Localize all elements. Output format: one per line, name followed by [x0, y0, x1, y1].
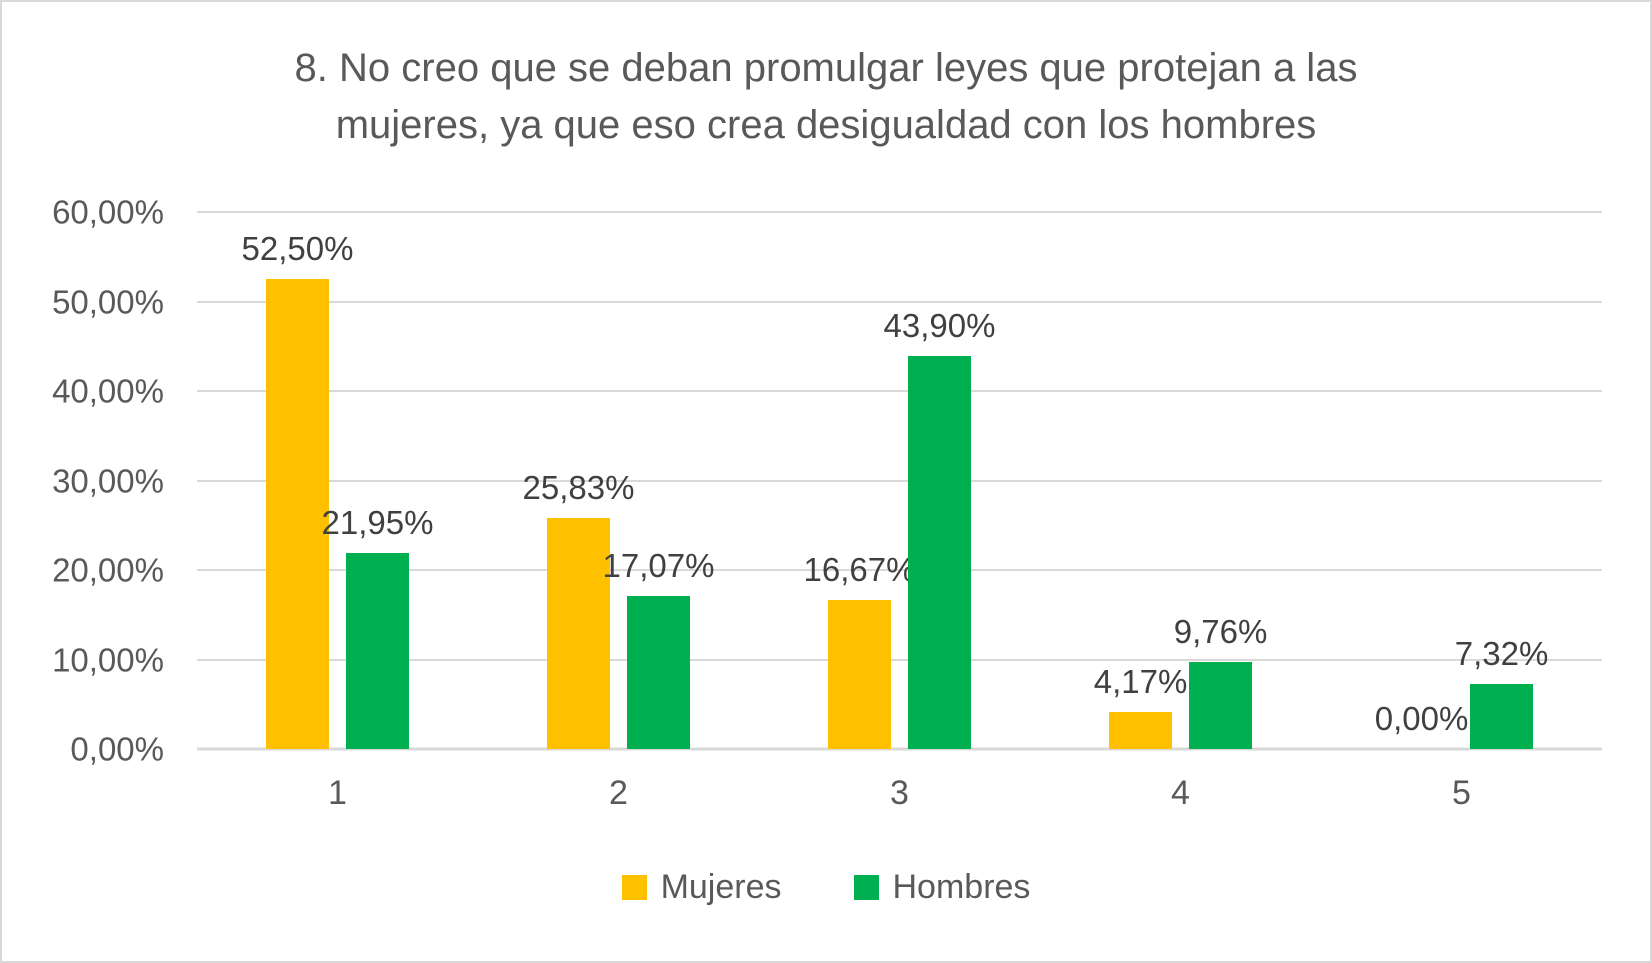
bar-wrap-hombres-2: 17,07% — [603, 212, 714, 749]
bar-value-label-hombres-2: 17,07% — [602, 547, 715, 585]
bar-value-label-hombres-1: 21,95% — [321, 503, 434, 541]
gridline-20 — [197, 569, 1602, 571]
bar-value-label-hombres-5: 7,32% — [1454, 634, 1549, 672]
legend-item-hombres: Hombres — [853, 868, 1031, 906]
y-tick-label: 0,00% — [70, 730, 164, 768]
plot-area: 52,50% 21,95% 25,83% 17,07% 16,67% 43,90% 4,17… — [197, 211, 1602, 751]
legend-label-hombres: Hombres — [892, 868, 1031, 906]
bar-groups: 52,50% 21,95% 25,83% 17,07% 16,67% 43,90% 4,17… — [197, 212, 1602, 749]
gridline-30 — [197, 479, 1602, 482]
legend-swatch-mujeres — [621, 874, 647, 900]
x-tick-label-4: 4 — [1171, 774, 1190, 812]
legend-swatch-hombres — [853, 874, 879, 900]
y-axis: 0,00% 10,00% 20,00% 30,00% 40,00% 50,00% 60,00… — [2, 196, 164, 766]
bar-hombres-2 — [627, 596, 690, 749]
legend: Mujeres Hombres — [2, 870, 1650, 904]
bar-wrap-mujeres-2: 25,83% — [523, 212, 634, 749]
bar-hombres-5 — [1470, 683, 1533, 749]
bar-group-5: 0,00% 7,32% — [1321, 212, 1602, 749]
x-tick-label-3: 3 — [890, 774, 909, 812]
bar-value-label-mujeres-5: 0,00% — [1374, 700, 1469, 737]
bar-hombres-1 — [346, 552, 409, 749]
bar-wrap-hombres-4: 9,76% — [1174, 212, 1267, 749]
bar-value-label-hombres-3: 43,90% — [883, 307, 996, 345]
gridline-60 — [197, 211, 1602, 213]
chart-title-line-2: mujeres, ya que eso crea desigualdad con… — [335, 103, 1317, 147]
y-tick-label: 10,00% — [52, 641, 164, 678]
bar-group-1: 52,50% 21,95% — [197, 212, 478, 749]
bar-wrap-mujeres-5: 0,00% — [1375, 212, 1469, 749]
bar-value-label-mujeres-2: 25,83% — [522, 468, 635, 506]
gridline-0 — [197, 747, 1602, 751]
bar-value-label-hombres-4: 9,76% — [1173, 612, 1268, 650]
bar-wrap-mujeres-4: 4,17% — [1094, 212, 1187, 749]
gridline-40 — [197, 390, 1602, 392]
bar-group-3: 16,67% 43,90% — [759, 212, 1040, 749]
bar-value-label-mujeres-3: 16,67% — [803, 550, 916, 588]
x-tick-label-2: 2 — [609, 774, 628, 812]
x-tick-label-1: 1 — [328, 774, 347, 812]
bar-wrap-mujeres-1: 52,50% — [242, 212, 353, 749]
bar-mujeres-4 — [1109, 711, 1172, 749]
y-tick-label: 20,00% — [52, 551, 164, 589]
gridline-10 — [197, 658, 1602, 661]
bar-mujeres-2 — [547, 517, 610, 749]
gridline-50 — [197, 300, 1602, 303]
y-tick-label: 60,00% — [52, 193, 164, 231]
bar-group-2: 25,83% 17,07% — [478, 212, 759, 749]
bar-mujeres-1 — [266, 279, 329, 749]
bar-hombres-3 — [908, 356, 971, 749]
chart-title-line-1: 8. No creo que se deban promulgar leyes … — [294, 46, 1358, 90]
y-tick-label: 50,00% — [52, 283, 164, 320]
legend-item-mujeres: Mujeres — [621, 868, 782, 906]
chart-title: 8. No creo que se deban promulgar leyes … — [201, 40, 1451, 154]
bar-wrap-mujeres-3: 16,67% — [804, 212, 915, 749]
bar-mujeres-3 — [828, 599, 891, 749]
bar-wrap-hombres-3: 43,90% — [884, 212, 995, 749]
x-axis: 1 2 3 4 5 — [197, 774, 1602, 813]
legend-label-mujeres: Mujeres — [660, 868, 782, 906]
x-tick-label-5: 5 — [1452, 774, 1471, 812]
bar-value-label-mujeres-4: 4,17% — [1093, 662, 1188, 700]
bar-value-label-mujeres-1: 52,50% — [241, 230, 354, 268]
bar-hombres-4 — [1189, 661, 1252, 749]
bar-wrap-hombres-1: 21,95% — [322, 212, 433, 749]
bar-group-4: 4,17% 9,76% — [1040, 212, 1321, 749]
y-tick-label: 40,00% — [52, 372, 164, 410]
y-tick-label: 30,00% — [52, 462, 164, 499]
bar-wrap-hombres-5: 7,32% — [1455, 212, 1548, 749]
